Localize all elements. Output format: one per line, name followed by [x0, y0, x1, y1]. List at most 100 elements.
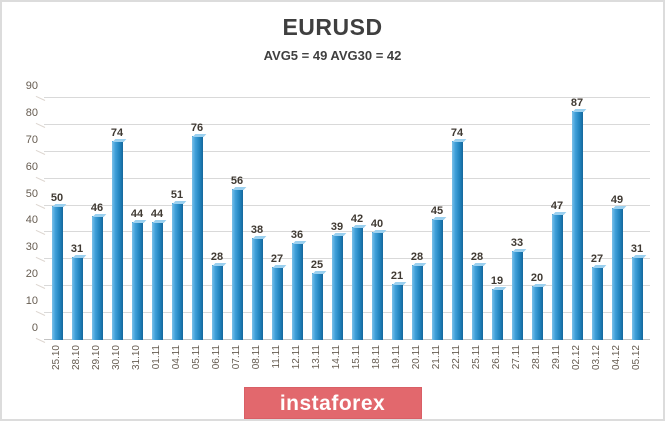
bar: [151, 221, 163, 340]
x-tick: 31.10: [127, 345, 147, 391]
x-tick-label: 13.11: [311, 345, 322, 370]
x-tick-label: 14.11: [331, 345, 342, 370]
bar-value-label: 28: [210, 250, 224, 263]
bar-column: 28: [467, 98, 487, 340]
gridline: [35, 95, 650, 101]
bar-column: 74: [107, 98, 127, 340]
bar: [531, 286, 543, 340]
bar-column: 51: [167, 98, 187, 340]
gridline: [35, 230, 650, 236]
x-tick-label: 08.11: [251, 345, 262, 370]
x-tick: 30.10: [107, 345, 127, 391]
bar-column: 31: [627, 98, 647, 340]
bar: [211, 264, 223, 340]
bar: [71, 256, 83, 340]
bar: [91, 216, 103, 340]
y-axis: 0 10 20 30 40 50 60 70 80 90: [8, 80, 38, 340]
y-tick-label: 20: [25, 268, 38, 281]
bar-column: 27: [587, 98, 607, 340]
bar-column: 47: [547, 98, 567, 340]
x-tick: 20.11: [407, 345, 427, 391]
instaforex-logo: instaforex: [279, 391, 386, 415]
x-tick: 13.11: [307, 345, 327, 391]
x-tick: 14.11: [327, 345, 347, 391]
bar: [451, 141, 463, 340]
x-tick-label: 12.11: [291, 345, 302, 370]
gridline: [35, 257, 650, 263]
x-axis: 25.10 28.10 29.10 30.10 31.10 01.11 04.11 05.11…: [44, 345, 650, 391]
bar-value-label: 28: [470, 250, 484, 263]
bar-column: 44: [147, 98, 167, 340]
bar-column: 56: [227, 98, 247, 340]
x-tick-label: 05.11: [191, 345, 202, 370]
x-tick-label: 26.11: [491, 345, 502, 370]
x-tick: 28.11: [527, 345, 547, 391]
bar-column: 25: [307, 98, 327, 340]
bar-value-label: 50: [50, 191, 64, 204]
x-tick-label: 04.12: [611, 345, 622, 371]
bar: [111, 141, 123, 340]
bar: [231, 189, 243, 340]
bar-value-label: 27: [590, 253, 604, 266]
x-tick-label: 21.11: [431, 345, 442, 370]
bar-value-label: 25: [310, 258, 324, 271]
y-tick-label: 40: [25, 214, 38, 227]
bar-value-label: 51: [170, 188, 184, 201]
x-tick-label: 11.11: [271, 345, 282, 369]
bar: [311, 272, 323, 340]
x-tick: 08.11: [247, 345, 267, 391]
x-tick-label: 03.12: [591, 345, 602, 371]
bar-value-label: 39: [330, 221, 344, 234]
gridline: [35, 122, 650, 128]
instaforex-banner: instaforex: [243, 387, 422, 419]
bar-column: 76: [187, 98, 207, 340]
x-tick: 25.11: [467, 345, 487, 391]
x-tick: 02.12: [567, 345, 587, 391]
gridline: [35, 310, 650, 317]
bar-value-label: 20: [530, 272, 544, 285]
bar: [571, 111, 583, 340]
x-tick: 07.11: [227, 345, 247, 391]
bar-value-label: 44: [150, 207, 164, 220]
bar-column: 21: [387, 98, 407, 340]
x-tick: 28.10: [67, 345, 87, 391]
chart-subtitle: AVG5 = 49 AVG30 = 42: [263, 48, 402, 63]
bar-value-label: 40: [370, 218, 384, 231]
bar-column: 40: [367, 98, 387, 340]
chart-header: EURUSD AVG5 = 49 AVG30 = 42: [2, 14, 663, 63]
bar-column: 42: [347, 98, 367, 340]
bar-value-label: 47: [550, 199, 564, 212]
x-tick-label: 04.11: [171, 345, 182, 370]
y-tick-label: 70: [25, 133, 38, 146]
y-tick-label: 10: [25, 295, 38, 308]
bar-column: 28: [407, 98, 427, 340]
bar-column: 38: [247, 98, 267, 340]
x-tick: 06.11: [207, 345, 227, 391]
bar-column: 46: [87, 98, 107, 340]
bar-column: 20: [527, 98, 547, 340]
x-tick: 29.11: [547, 345, 567, 391]
bar: [511, 251, 523, 340]
bar-column: 74: [447, 98, 467, 340]
bar: [551, 213, 563, 340]
x-tick-label: 31.10: [131, 345, 142, 371]
x-tick-label: 06.11: [211, 345, 222, 370]
bar-column: 87: [567, 98, 587, 340]
bar: [431, 219, 443, 340]
x-tick: 29.10: [87, 345, 107, 391]
x-tick-label: 28.10: [71, 345, 82, 371]
bar: [631, 256, 643, 340]
y-tick-label: 80: [25, 106, 38, 119]
gridline: [35, 176, 650, 182]
x-tick-label: 18.11: [371, 345, 382, 370]
bar: [291, 243, 303, 340]
bar-value-label: 28: [410, 250, 424, 263]
bar: [471, 264, 483, 340]
bar-value-label: 38: [250, 223, 264, 236]
bar-value-label: 19: [490, 274, 504, 287]
bar: [591, 267, 603, 340]
bar-value-label: 46: [90, 202, 104, 215]
x-tick: 05.12: [627, 345, 647, 391]
bar: [51, 205, 63, 340]
